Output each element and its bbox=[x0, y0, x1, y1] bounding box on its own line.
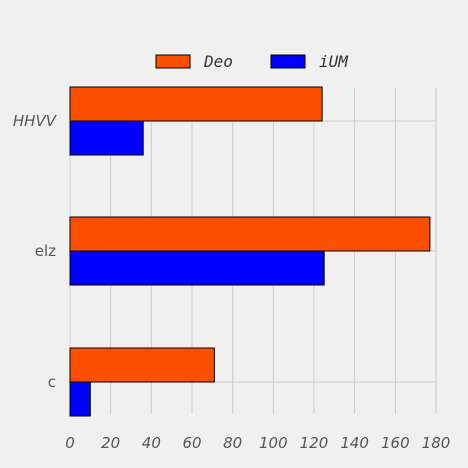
x-tick-label-0: 0 bbox=[65, 434, 75, 452]
legend-label-ium: iUM bbox=[319, 52, 349, 71]
legend-swatch-deo bbox=[156, 55, 190, 68]
legend-swatch-ium bbox=[271, 55, 305, 68]
bar-deo-elz bbox=[70, 217, 430, 251]
bar-ium-hhvv bbox=[70, 121, 143, 155]
x-tick-label-60: 60 bbox=[182, 434, 201, 452]
x-tick-label-40: 40 bbox=[142, 434, 161, 452]
y-tick-label-hhvv: HHVV bbox=[13, 112, 58, 130]
y-tick-label-elz: elz bbox=[35, 242, 56, 260]
bar-deo-c bbox=[70, 348, 214, 382]
bar-deo-hhvv bbox=[70, 87, 322, 121]
x-tick-label-100: 100 bbox=[259, 434, 288, 452]
x-axis-tick-labels: 0 20 40 60 80 100 120 140 160 180 bbox=[65, 434, 450, 452]
bars bbox=[70, 87, 430, 416]
x-tick-label-80: 80 bbox=[223, 434, 242, 452]
y-tick-label-c: c bbox=[48, 373, 56, 391]
x-tick-label-160: 160 bbox=[381, 434, 410, 452]
legend-label-deo: Deo bbox=[203, 52, 233, 71]
x-tick-label-20: 20 bbox=[101, 434, 120, 452]
y-axis-tick-labels: HHVV elz c bbox=[13, 112, 58, 391]
x-tick-label-180: 180 bbox=[422, 434, 451, 452]
bar-ium-c bbox=[70, 382, 90, 416]
x-tick-label-140: 140 bbox=[340, 434, 369, 452]
x-tick-label-120: 120 bbox=[300, 434, 329, 452]
bar-ium-elz bbox=[70, 251, 324, 285]
legend: Deo iUM bbox=[156, 52, 349, 71]
